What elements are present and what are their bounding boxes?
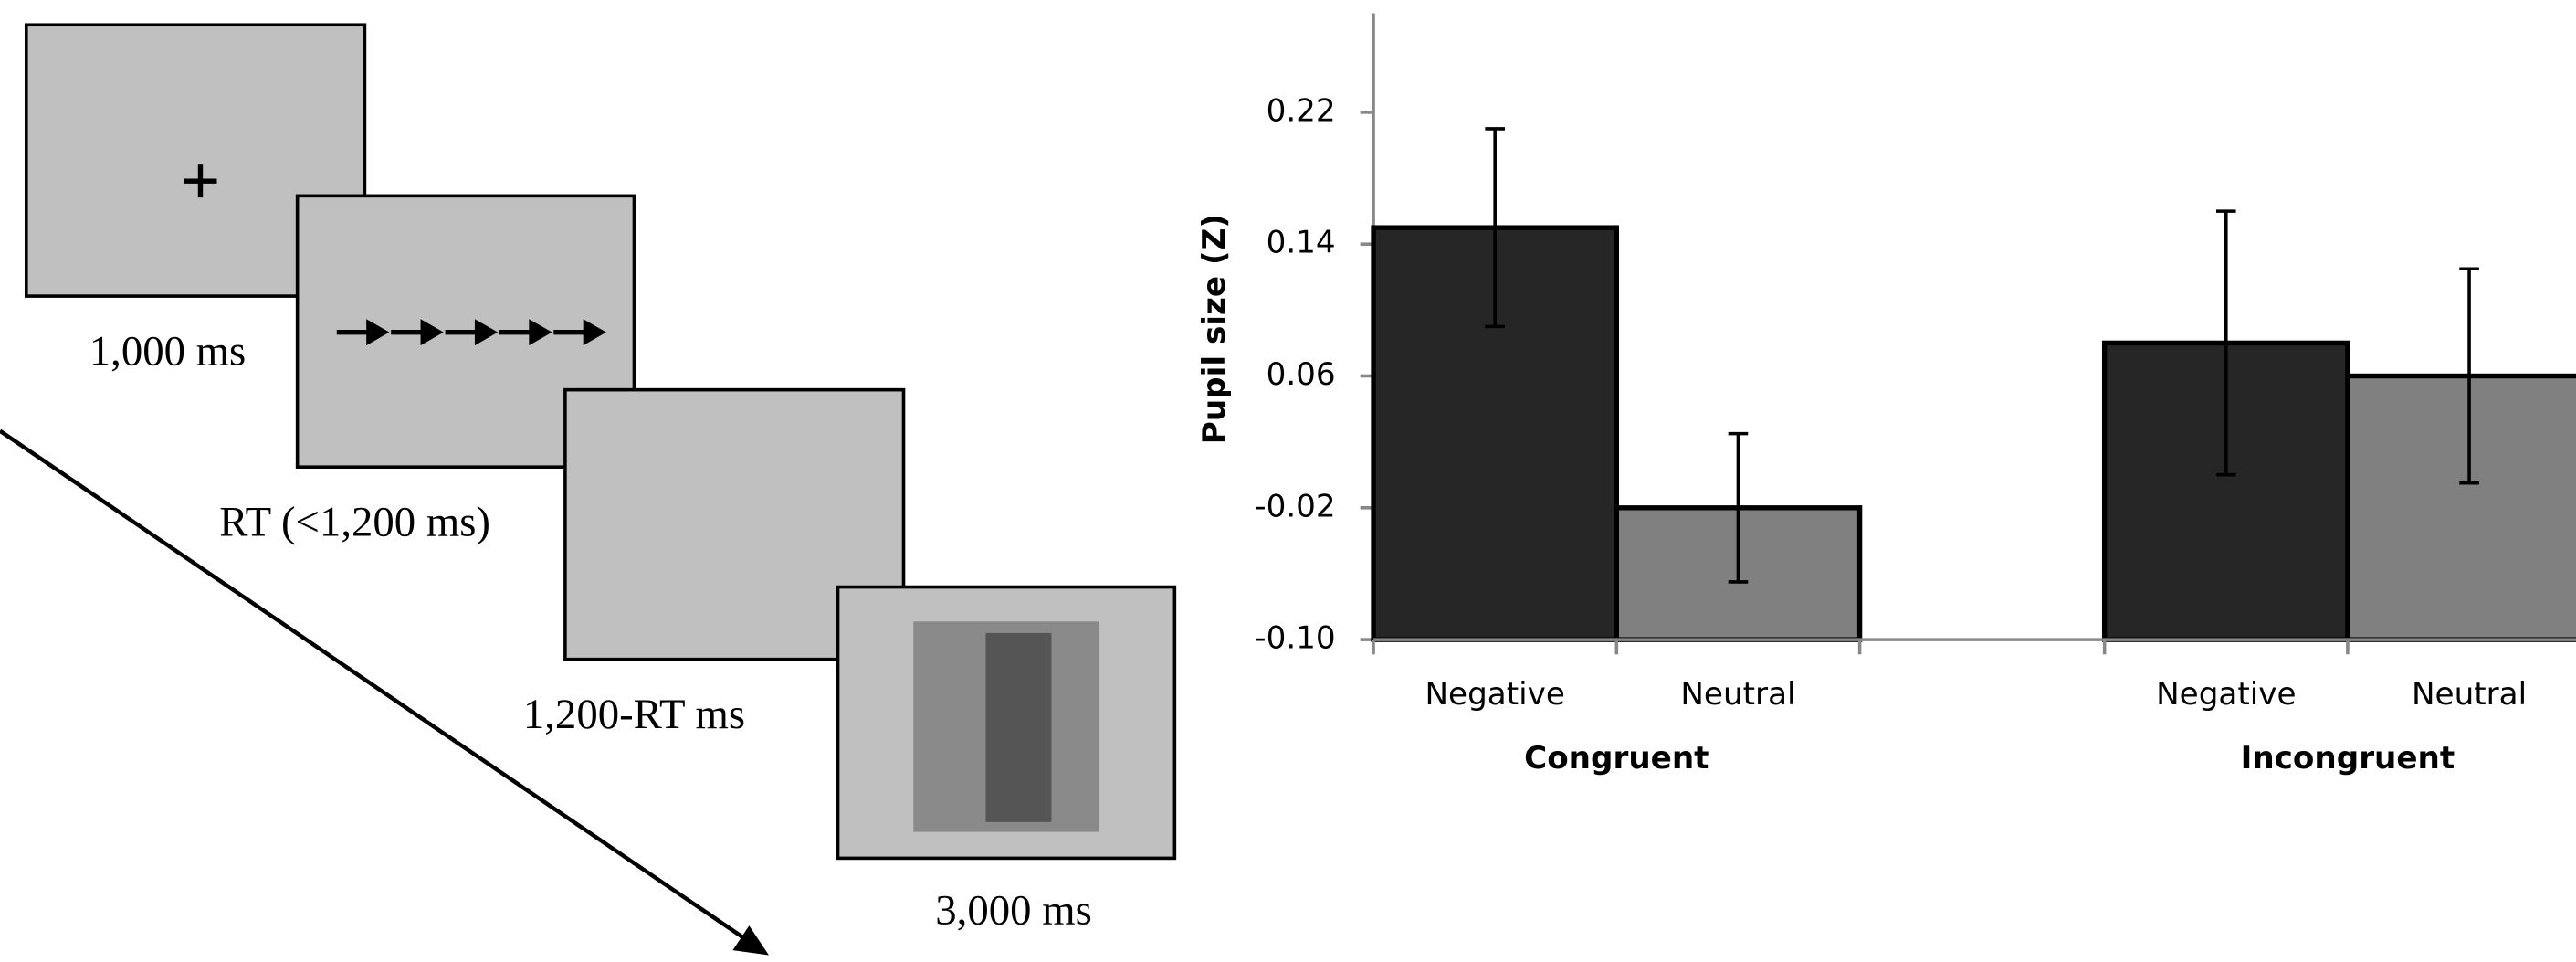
y-tick-label: 0.22 — [1267, 92, 1336, 129]
y-tick-label: 0.14 — [1267, 225, 1336, 261]
step-label: 1,200-RT ms — [523, 691, 745, 738]
time-arrow-head — [732, 925, 769, 956]
y-axis-label: Pupil size (Z) — [1196, 214, 1233, 444]
y-tick-label: 0.06 — [1267, 356, 1336, 393]
time-arrow — [0, 428, 744, 939]
picture-figure — [985, 632, 1052, 822]
arrow-head — [474, 319, 499, 346]
bar — [2345, 373, 2576, 642]
flanker-arrows — [336, 319, 606, 346]
chart: Pupil size (Z) -0.10 -0.02 0.06 0.14 0.22 Neg… — [1196, 13, 2576, 777]
step-label: RT (<1,200 ms) — [219, 499, 490, 546]
x-tick-label: Neutral — [2412, 676, 2527, 713]
y-tick-label: -0.10 — [1255, 620, 1335, 657]
step-label: 3,000 ms — [935, 886, 1092, 934]
x-tick-label: Negative — [1425, 676, 1565, 713]
x-tick-label: Negative — [2156, 676, 2296, 713]
trial-diagram: 1,000 ms RT (<1,200 ms) 1,200-RT ms 3,00… — [0, 23, 1177, 956]
arrow-head — [583, 319, 606, 346]
x-tick-label: Neutral — [1680, 676, 1795, 713]
y-tick-label: -0.02 — [1255, 488, 1335, 524]
group-label: Incongruent — [2241, 740, 2455, 777]
arrow-head — [366, 319, 390, 346]
step-label: 1,000 ms — [89, 328, 247, 375]
arrow-head — [529, 319, 552, 346]
arrow-head — [420, 319, 444, 346]
group-label: Congruent — [1524, 740, 1709, 777]
